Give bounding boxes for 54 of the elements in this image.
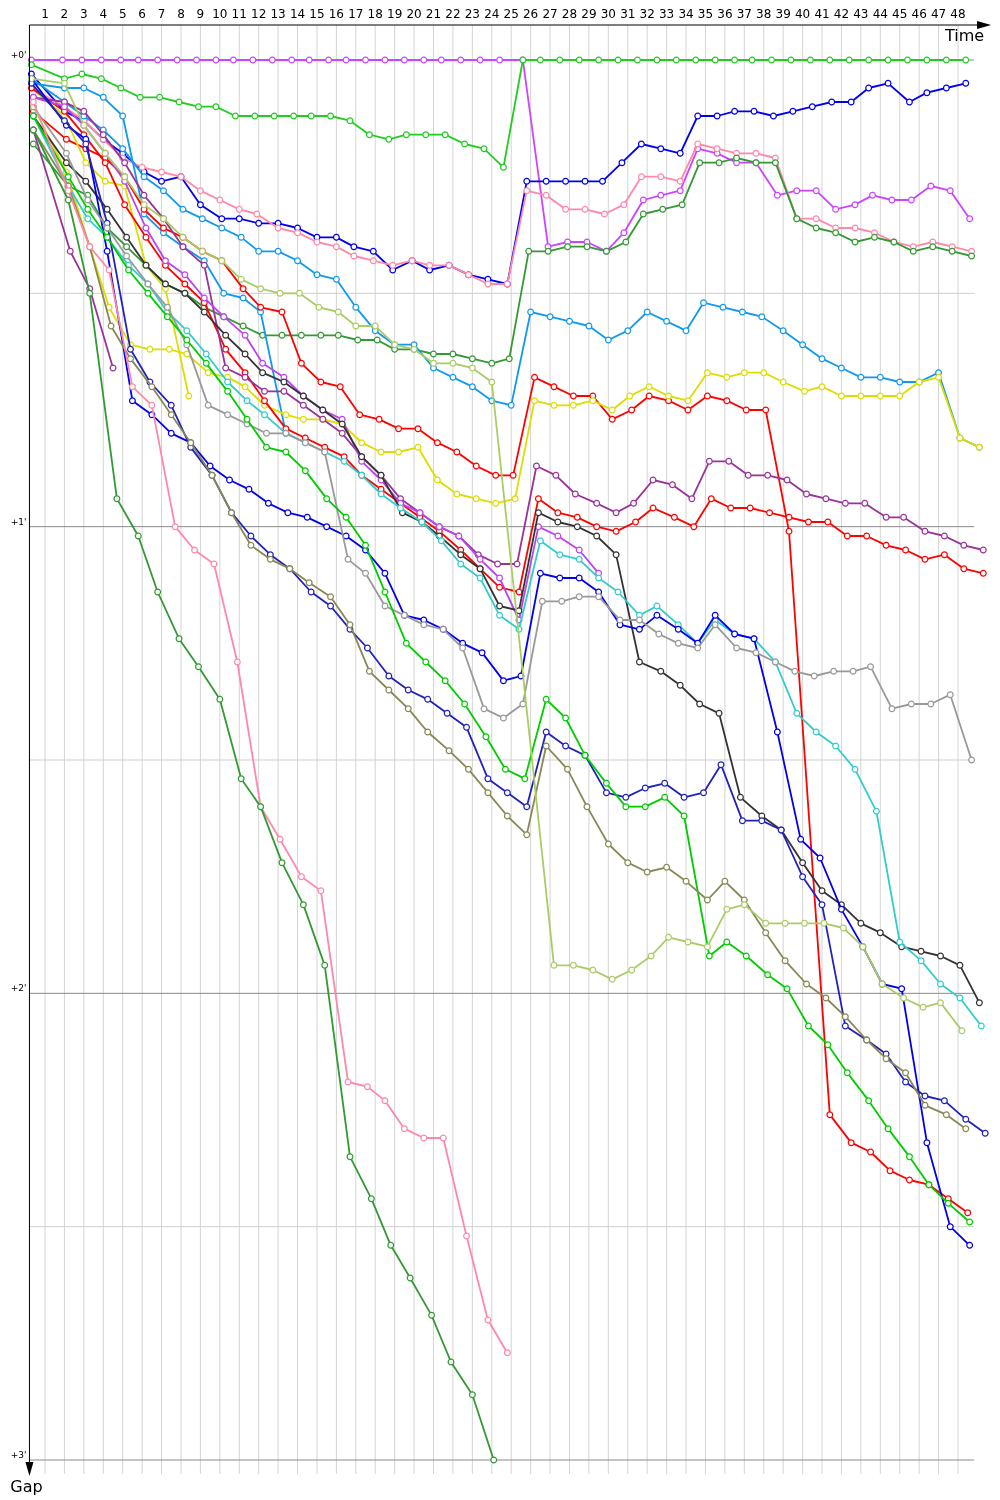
x-tick-label: 31 <box>620 7 636 21</box>
x-tick-label: 18 <box>367 7 383 21</box>
x-axis-title: Time <box>943 26 985 45</box>
x-tick-label: 47 <box>930 7 947 21</box>
x-tick-label: 44 <box>872 7 888 21</box>
x-tick-label: 43 <box>853 7 869 21</box>
x-tick-label: 8 <box>177 7 185 21</box>
x-tick-label: 21 <box>425 7 442 21</box>
x-tick-label: 24 <box>484 7 500 21</box>
y-tick-label: +2' <box>10 983 27 994</box>
x-tick-label: 15 <box>309 7 325 21</box>
x-tick-label: 30 <box>600 7 616 21</box>
x-tick-label: 28 <box>561 7 578 21</box>
x-tick-label: 27 <box>542 7 558 21</box>
x-tick-label: 48 <box>950 7 966 21</box>
x-tick-label: 39 <box>775 7 791 21</box>
x-tick-label: 2 <box>60 7 69 21</box>
x-tick-label: 7 <box>157 7 166 21</box>
x-tick-label: 45 <box>892 7 908 21</box>
x-tick-label: 17 <box>348 7 364 21</box>
y-tick-label: +3' <box>10 1450 27 1460</box>
x-tick-label: 42 <box>833 7 850 21</box>
x-tick-label: 10 <box>212 7 228 21</box>
x-tick-label: 6 <box>138 7 146 21</box>
x-tick-label: 41 <box>814 7 830 21</box>
y-tick-label: +1' <box>10 516 27 527</box>
x-tick-label: 9 <box>196 7 205 21</box>
y-tick-label: +0' <box>10 50 27 60</box>
x-tick-label: 4 <box>99 7 108 21</box>
x-tick-label: 19 <box>387 7 403 21</box>
x-tick-label: 11 <box>231 7 247 21</box>
x-tick-label: 38 <box>756 7 772 21</box>
x-tick-label: 5 <box>118 7 127 21</box>
x-tick-label: 34 <box>678 7 694 21</box>
x-tick-label: 29 <box>581 7 597 21</box>
x-tick-label: 22 <box>445 7 461 21</box>
x-tick-label: 36 <box>717 7 733 21</box>
x-tick-label: 40 <box>794 7 811 21</box>
x-tick-label: 46 <box>911 7 927 21</box>
x-tick-label: 16 <box>328 7 345 21</box>
x-tick-label: 35 <box>697 7 714 21</box>
x-tick-label: 37 <box>736 7 752 21</box>
x-tick-label: 26 <box>523 7 539 21</box>
x-tick-label: 25 <box>503 7 519 21</box>
x-tick-label: 14 <box>289 7 306 21</box>
x-tick-label: 3 <box>80 7 88 21</box>
x-tick-label: 20 <box>406 7 422 21</box>
x-tick-label: 32 <box>639 7 655 21</box>
x-tick-label: 1 <box>41 7 49 21</box>
x-tick-label: 23 <box>464 7 480 21</box>
y-axis-title: Gap <box>10 1477 43 1496</box>
x-tick-label: 12 <box>251 7 267 21</box>
x-tick-label: 13 <box>270 7 286 21</box>
x-tick-label: 33 <box>658 7 675 21</box>
